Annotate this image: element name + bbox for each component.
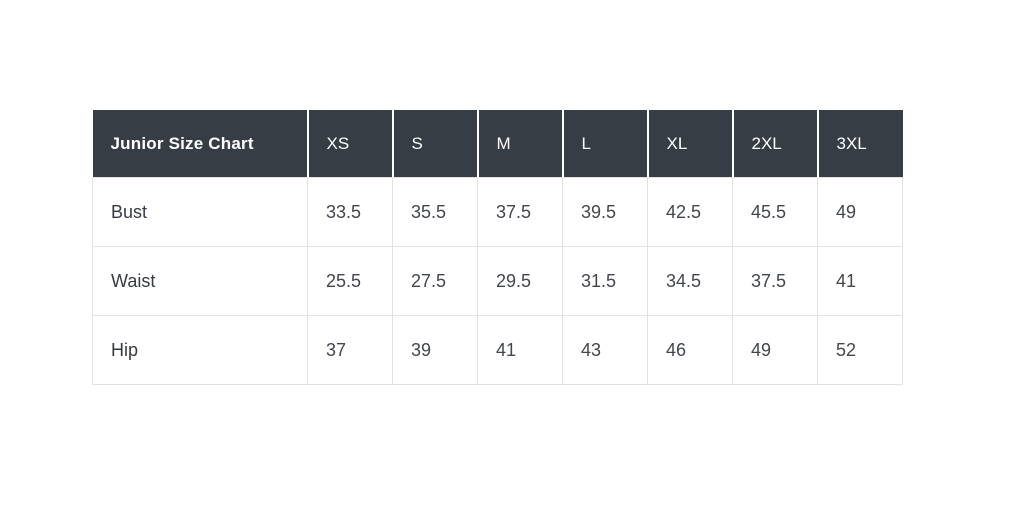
column-header-3xl: 3XL	[817, 110, 903, 178]
bust-l-value: 39.5	[562, 177, 648, 247]
column-header-l: L	[562, 110, 649, 178]
hip-3xl-value: 52	[817, 315, 903, 385]
bust-3xl-value: 49	[817, 177, 903, 247]
row-label-waist: Waist	[92, 246, 308, 316]
hip-xl-value: 46	[647, 315, 733, 385]
bust-s-value: 35.5	[392, 177, 478, 247]
junior-size-chart-table: Junior Size Chart XS S M L XL 2XL 3XL Bu…	[92, 110, 903, 385]
waist-2xl-value: 37.5	[732, 246, 818, 316]
waist-xl-value: 34.5	[647, 246, 733, 316]
table-title: Junior Size Chart	[92, 110, 309, 178]
hip-s-value: 39	[392, 315, 478, 385]
table-row-hip: Hip 37 39 41 43 46 49 52	[92, 315, 903, 385]
table-row-waist: Waist 25.5 27.5 29.5 31.5 34.5 37.5 41	[92, 246, 903, 316]
hip-2xl-value: 49	[732, 315, 818, 385]
waist-xs-value: 25.5	[307, 246, 393, 316]
bust-m-value: 37.5	[477, 177, 563, 247]
table-row-bust: Bust 33.5 35.5 37.5 39.5 42.5 45.5 49	[92, 177, 903, 247]
bust-xl-value: 42.5	[647, 177, 733, 247]
size-chart-container: Junior Size Chart XS S M L XL 2XL 3XL Bu…	[92, 110, 903, 385]
column-header-m: M	[477, 110, 564, 178]
waist-l-value: 31.5	[562, 246, 648, 316]
hip-l-value: 43	[562, 315, 648, 385]
hip-m-value: 41	[477, 315, 563, 385]
header-row: Junior Size Chart XS S M L XL 2XL 3XL	[92, 110, 903, 178]
bust-2xl-value: 45.5	[732, 177, 818, 247]
waist-m-value: 29.5	[477, 246, 563, 316]
column-header-xs: XS	[307, 110, 394, 178]
row-label-hip: Hip	[92, 315, 308, 385]
hip-xs-value: 37	[307, 315, 393, 385]
column-header-s: S	[392, 110, 479, 178]
row-label-bust: Bust	[92, 177, 308, 247]
bust-xs-value: 33.5	[307, 177, 393, 247]
column-header-xl: XL	[647, 110, 734, 178]
waist-s-value: 27.5	[392, 246, 478, 316]
column-header-2xl: 2XL	[732, 110, 819, 178]
waist-3xl-value: 41	[817, 246, 903, 316]
